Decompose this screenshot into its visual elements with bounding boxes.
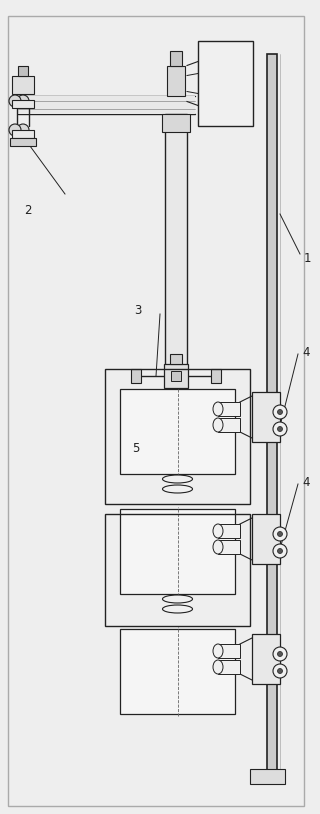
Ellipse shape: [213, 540, 223, 554]
Ellipse shape: [9, 124, 21, 136]
Circle shape: [277, 532, 283, 536]
Bar: [170, 354, 182, 364]
Bar: [218, 402, 240, 416]
Bar: [162, 114, 190, 132]
Ellipse shape: [213, 660, 223, 674]
Bar: [218, 418, 240, 432]
Bar: [250, 769, 285, 784]
Circle shape: [273, 664, 287, 678]
Circle shape: [277, 651, 283, 657]
Bar: [267, 54, 277, 774]
Bar: [211, 369, 221, 383]
Bar: [165, 114, 187, 374]
Ellipse shape: [163, 605, 193, 613]
Bar: [120, 629, 235, 714]
Ellipse shape: [213, 524, 223, 538]
Ellipse shape: [213, 402, 223, 416]
Circle shape: [277, 549, 283, 554]
Ellipse shape: [163, 595, 193, 603]
Circle shape: [277, 668, 283, 673]
Bar: [167, 66, 185, 96]
Bar: [12, 100, 34, 108]
Bar: [120, 509, 235, 594]
Bar: [164, 364, 188, 388]
Bar: [252, 392, 280, 442]
Bar: [18, 96, 195, 114]
Text: 1: 1: [304, 252, 311, 265]
Bar: [170, 51, 182, 66]
Text: 3: 3: [135, 304, 142, 317]
Text: 5: 5: [132, 441, 140, 454]
Circle shape: [273, 527, 287, 541]
Bar: [131, 369, 141, 383]
Ellipse shape: [163, 485, 193, 493]
Ellipse shape: [213, 644, 223, 658]
Circle shape: [273, 422, 287, 436]
Bar: [12, 130, 34, 138]
Bar: [18, 66, 28, 76]
Circle shape: [273, 544, 287, 558]
Bar: [252, 514, 280, 564]
Bar: [105, 369, 250, 504]
Text: 4: 4: [302, 345, 309, 358]
Ellipse shape: [17, 95, 29, 107]
Text: 4: 4: [302, 475, 309, 488]
Bar: [218, 524, 240, 538]
Text: 2: 2: [24, 204, 32, 217]
Circle shape: [273, 405, 287, 419]
Ellipse shape: [9, 95, 21, 107]
Ellipse shape: [163, 475, 193, 483]
Ellipse shape: [213, 418, 223, 432]
Bar: [218, 540, 240, 554]
Bar: [252, 634, 280, 684]
Bar: [171, 371, 181, 381]
Circle shape: [277, 409, 283, 414]
Bar: [218, 644, 240, 658]
Bar: [105, 514, 250, 626]
Circle shape: [273, 647, 287, 661]
Bar: [198, 41, 253, 126]
Bar: [120, 389, 235, 474]
Bar: [12, 76, 34, 94]
Circle shape: [277, 427, 283, 431]
Bar: [10, 138, 36, 146]
Ellipse shape: [17, 124, 29, 136]
Bar: [218, 660, 240, 674]
